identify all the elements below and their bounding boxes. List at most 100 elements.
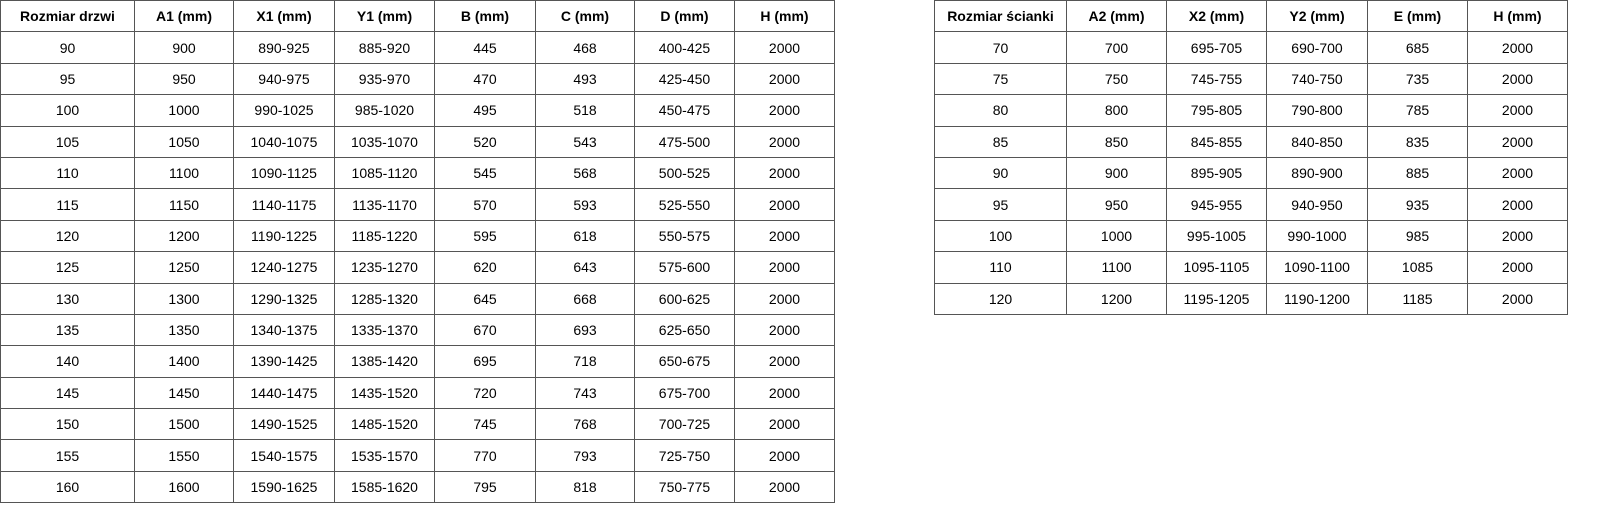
table-cell: 900: [134, 31, 234, 64]
table-row: 155 1550 1540-1575 1535-1570 770 793 725-750 20…: [0, 439, 835, 472]
table-cell: 1200: [1066, 282, 1167, 315]
column-header: D (mm): [634, 0, 735, 33]
table-cell: 1590-1625: [233, 470, 335, 504]
table-cell: 2000: [1467, 125, 1568, 158]
table-cell: 85: [934, 125, 1067, 158]
table-cell: 2000: [1467, 282, 1568, 315]
table-cell: 95: [934, 188, 1067, 221]
table-row: 95 950 945-955 940-950 935 2000: [934, 188, 1568, 221]
table-cell: 725-750: [634, 439, 735, 472]
table-cell: 1100: [134, 156, 234, 190]
table-cell: 110: [0, 156, 135, 190]
table-cell: 2000: [734, 470, 835, 504]
table-header-row: Rozmiar drzwi A1 (mm) X1 (mm) Y1 (mm) B (mm)…: [0, 0, 835, 33]
table-cell: 150: [0, 408, 135, 441]
table-cell: 950: [134, 62, 234, 96]
table-cell: 1435-1520: [334, 376, 435, 410]
table-cell: 743: [535, 376, 635, 410]
table-cell: 543: [535, 125, 635, 158]
table-cell: 695: [434, 345, 536, 378]
table-cell: 493: [535, 62, 635, 96]
table-cell: 675-700: [634, 376, 735, 410]
table-cell: 135: [0, 313, 135, 347]
table-cell: 1535-1570: [334, 439, 435, 472]
table-cell: 1190-1225: [233, 219, 335, 253]
table-cell: 445: [434, 31, 536, 64]
table-cell: 718: [535, 345, 635, 378]
table-cell: 1440-1475: [233, 376, 335, 410]
table-cell: 940-975: [233, 62, 335, 96]
table-cell: 618: [535, 219, 635, 253]
table-cell: 700-725: [634, 408, 735, 441]
table-cell: 1090-1100: [1266, 251, 1368, 284]
table-cell: 80: [934, 94, 1067, 127]
column-header: Y2 (mm): [1266, 0, 1368, 33]
table-cell: 2000: [1467, 94, 1568, 127]
table-row: 105 1050 1040-1075 1035-1070 520 543 475-500 20…: [0, 125, 835, 158]
table-cell: 645: [434, 282, 536, 315]
table-cell: 1485-1520: [334, 408, 435, 441]
table-cell: 2000: [734, 219, 835, 253]
table-cell: 140: [0, 345, 135, 378]
table-cell: 1000: [134, 94, 234, 127]
table-cell: 690-700: [1266, 31, 1368, 64]
table-cell: 995-1005: [1166, 219, 1267, 253]
table-cell: 770: [434, 439, 536, 472]
table-cell: 700: [1066, 31, 1167, 64]
table-cell: 2000: [1467, 156, 1568, 190]
column-header: A2 (mm): [1066, 0, 1167, 33]
table-row: 110 1100 1090-1125 1085-1120 545 568 500-525 20…: [0, 156, 835, 190]
table-cell: 1390-1425: [233, 345, 335, 378]
table-cell: 620: [434, 251, 536, 284]
table-cell: 1100: [1066, 251, 1167, 284]
table-row: 90 900 895-905 890-900 885 2000: [934, 156, 1568, 190]
table-cell: 1185-1220: [334, 219, 435, 253]
table-cell: 1600: [134, 470, 234, 504]
table-row: 110 1100 1095-1105 1090-1100 1085 2000: [934, 251, 1568, 284]
column-header: A1 (mm): [134, 0, 234, 33]
table-cell: 595: [434, 219, 536, 253]
table-cell: 400-425: [634, 31, 735, 64]
table-cell: 693: [535, 313, 635, 347]
table-cell: 2000: [734, 376, 835, 410]
table-cell: 2000: [734, 345, 835, 378]
table-cell: 750-775: [634, 470, 735, 504]
table-row: 115 1150 1140-1175 1135-1170 570 593 525-550 20…: [0, 188, 835, 221]
table-cell: 1250: [134, 251, 234, 284]
table-cell: 115: [0, 188, 135, 221]
table-cell: 625-650: [634, 313, 735, 347]
table-cell: 1490-1525: [233, 408, 335, 441]
column-header: X2 (mm): [1166, 0, 1267, 33]
column-header: C (mm): [535, 0, 635, 33]
table-cell: 1195-1205: [1166, 282, 1267, 315]
table-cell: 1300: [134, 282, 234, 315]
table-cell: 545: [434, 156, 536, 190]
table-row: 75 750 745-755 740-750 735 2000: [934, 62, 1568, 96]
table-cell: 900: [1066, 156, 1167, 190]
table-cell: 650-675: [634, 345, 735, 378]
table-cell: 643: [535, 251, 635, 284]
table-row: 100 1000 990-1025 985-1020 495 518 450-475 2000: [0, 94, 835, 127]
column-header: B (mm): [434, 0, 536, 33]
table-cell: 890-925: [233, 31, 335, 64]
table-cell: 895-905: [1166, 156, 1267, 190]
table-cell: 100: [934, 219, 1067, 253]
column-header: Y1 (mm): [334, 0, 435, 33]
table-cell: 1240-1275: [233, 251, 335, 284]
table-cell: 945-955: [1166, 188, 1267, 221]
table-cell: 1140-1175: [233, 188, 335, 221]
table-cell: 130: [0, 282, 135, 315]
table-cell: 1500: [134, 408, 234, 441]
table-cell: 800: [1066, 94, 1167, 127]
table-cell: 750: [1066, 62, 1167, 96]
table-cell: 105: [0, 125, 135, 158]
table-cell: 793: [535, 439, 635, 472]
table-cell: 1385-1420: [334, 345, 435, 378]
table-cell: 1290-1325: [233, 282, 335, 315]
table-cell: 518: [535, 94, 635, 127]
table-cell: 100: [0, 94, 135, 127]
table-cell: 475-500: [634, 125, 735, 158]
column-header: Rozmiar drzwi: [0, 0, 135, 33]
table-cell: 1200: [134, 219, 234, 253]
table-cell: 668: [535, 282, 635, 315]
